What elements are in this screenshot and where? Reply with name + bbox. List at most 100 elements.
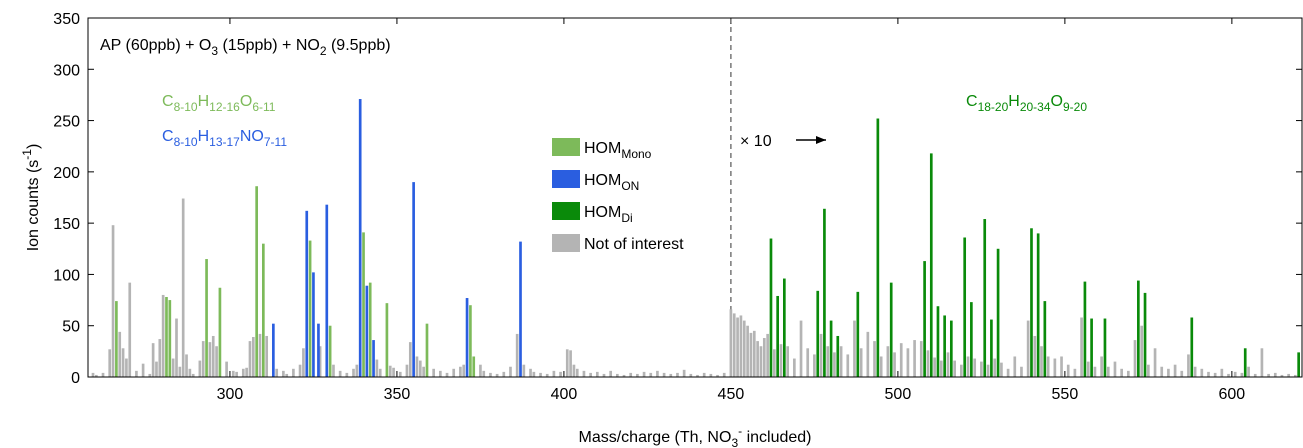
bar — [742, 320, 746, 377]
text-part: - — [738, 424, 742, 438]
bar — [178, 366, 182, 377]
legend-swatch — [552, 202, 580, 220]
bar — [275, 368, 279, 377]
x-tick-label: 450 — [718, 386, 745, 403]
bar — [302, 348, 305, 377]
annotation: × 10 — [740, 133, 772, 150]
bar — [495, 373, 499, 377]
bar — [1167, 368, 1170, 377]
text-part: (9.5ppb) — [327, 37, 391, 54]
legend-label: HOMDi — [584, 204, 633, 225]
bar — [245, 367, 248, 377]
bar — [258, 333, 262, 377]
bar — [973, 358, 977, 377]
bar — [185, 354, 188, 377]
y-axis-label: Ion counts (s-1) — [20, 144, 42, 252]
bar — [779, 344, 783, 377]
bar — [1273, 372, 1277, 377]
y-tick-label: 100 — [53, 267, 80, 284]
bar — [235, 371, 238, 377]
bar — [1066, 364, 1070, 377]
bar — [682, 369, 686, 377]
bar — [602, 373, 606, 377]
annotation: C8-10H13-17NO7-11 — [162, 128, 287, 149]
bar — [1247, 366, 1250, 377]
bar — [829, 320, 833, 377]
bar — [432, 368, 436, 377]
text-part: 8-10 — [174, 100, 198, 114]
bar — [1187, 354, 1190, 377]
bar — [1287, 373, 1290, 377]
bar — [1013, 356, 1017, 377]
bar — [452, 368, 456, 377]
bar — [736, 317, 739, 377]
x-tick-label: 300 — [217, 386, 244, 403]
bar — [251, 336, 255, 377]
bar — [208, 342, 212, 377]
x-tick-label: 600 — [1219, 386, 1246, 403]
bar — [676, 372, 679, 377]
bar — [1213, 372, 1217, 377]
bar — [786, 346, 790, 377]
bar — [746, 325, 749, 377]
bar — [121, 348, 125, 377]
text-part: O — [1051, 93, 1063, 110]
y-tick-label: 250 — [53, 114, 80, 131]
bar — [445, 372, 449, 377]
text-part: HOM — [584, 140, 621, 157]
bar — [1140, 325, 1144, 377]
bar — [285, 373, 289, 377]
bar — [836, 335, 840, 377]
bar — [552, 370, 556, 377]
bar — [298, 364, 302, 377]
bar — [325, 204, 329, 377]
bar — [1126, 370, 1130, 377]
bar — [595, 371, 599, 377]
bar — [793, 358, 796, 377]
bar — [1280, 374, 1284, 377]
bar — [873, 341, 876, 377]
bar — [642, 371, 646, 377]
bar — [165, 296, 168, 377]
bar — [215, 346, 218, 377]
bar — [1243, 348, 1247, 377]
bar — [392, 367, 395, 377]
bar — [943, 315, 946, 377]
bar — [415, 356, 419, 377]
bar — [191, 373, 195, 377]
bar — [739, 315, 743, 377]
text-part: 3 — [211, 44, 218, 58]
x-axis-label: Mass/charge (Th, NO3- included) — [579, 424, 812, 448]
bar — [996, 248, 1000, 377]
bar — [759, 346, 763, 377]
bar — [231, 370, 235, 377]
text-part: Mono — [621, 147, 651, 161]
bar — [408, 342, 412, 377]
text-part: included) — [742, 429, 811, 446]
x-tick-label: 400 — [551, 386, 578, 403]
bar — [292, 368, 295, 377]
text-part: Not of interest — [584, 236, 684, 253]
bar — [629, 372, 633, 377]
text-part: 6-11 — [252, 100, 275, 114]
bar — [462, 364, 466, 377]
text-part: × 10 — [740, 133, 772, 150]
bar — [1036, 233, 1040, 377]
text-part: NO — [240, 128, 264, 145]
bar — [1043, 301, 1047, 377]
bar — [218, 287, 222, 377]
bar — [1200, 368, 1204, 377]
bar — [913, 340, 916, 377]
bar — [1233, 371, 1237, 377]
bar — [1253, 373, 1257, 377]
bar — [762, 338, 766, 377]
bar — [716, 374, 719, 377]
bar — [696, 374, 699, 377]
bar — [993, 358, 997, 377]
bar — [806, 348, 810, 377]
bar — [439, 370, 442, 377]
bar — [649, 372, 653, 377]
bar — [338, 370, 342, 377]
bar — [1033, 335, 1037, 377]
